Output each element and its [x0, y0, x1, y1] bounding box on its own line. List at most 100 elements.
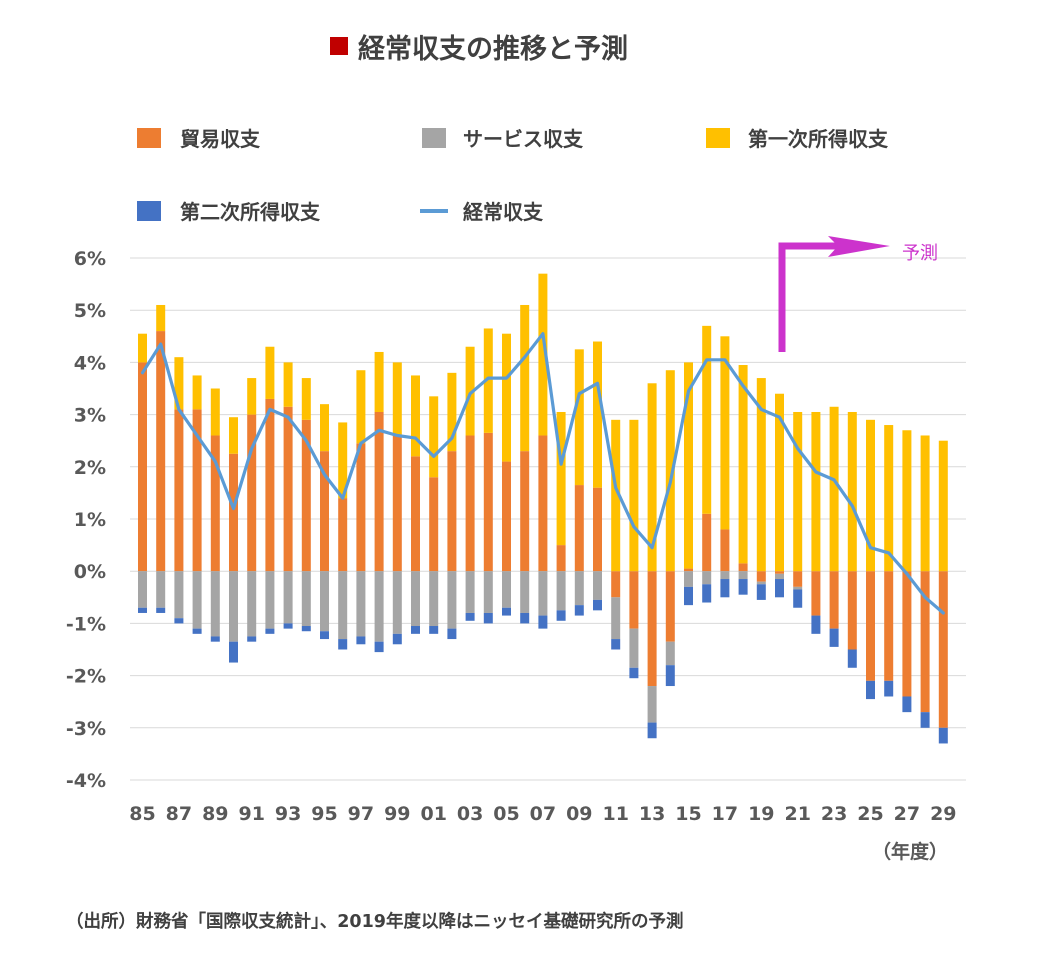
bar-segment [156, 607, 166, 613]
legend-item-current-account: 経常収支 [420, 200, 544, 224]
legend-item-services: サービス収支 [422, 127, 584, 151]
bar-segment [247, 378, 257, 415]
bar-segment [920, 571, 930, 713]
bar-segment [320, 451, 329, 572]
bar-segment [556, 571, 566, 611]
bar-segment [556, 411, 566, 546]
bar-segment [593, 571, 602, 600]
bar-segment [447, 571, 457, 629]
bar-segment [665, 665, 675, 687]
bar-segment [756, 581, 766, 585]
bar-segment [665, 370, 675, 572]
bar-segment [647, 383, 657, 572]
bar-segment [356, 370, 366, 444]
bar-layer [138, 273, 948, 744]
x-tick-label: 25 [857, 803, 883, 825]
bar-segment [229, 417, 238, 454]
bar-segment [611, 419, 621, 572]
bar-segment [629, 628, 639, 668]
bar-segment [356, 636, 366, 645]
bar-segment [556, 610, 566, 621]
bar-segment [884, 680, 894, 697]
bar-segment [684, 568, 693, 572]
legend-item-secondary-income: 第二次所得収支 [137, 200, 321, 224]
legend-label-trade: 貿易収支 [180, 127, 261, 151]
bar-segment [429, 571, 439, 627]
forecast-arrow [778, 242, 858, 352]
bar-segment [720, 579, 730, 598]
bar-segment [574, 349, 584, 486]
bar-segment [866, 419, 875, 572]
legend-swatch-trade [137, 128, 161, 148]
bar-segment [629, 419, 639, 572]
bar-segment [301, 571, 311, 627]
bar-segment [374, 641, 384, 653]
chart-title-group: 経常収支の推移と予測 [330, 33, 628, 65]
legend-label-secondary-income: 第二次所得収支 [180, 200, 321, 224]
bar-segment [392, 633, 402, 645]
x-tick-label: 07 [530, 803, 556, 825]
y-axis-ticks: 6% 5% 4% 3% 2% 1% 0% -1% -2% -3% -4% [66, 248, 106, 792]
bar-segment [320, 404, 329, 452]
bar-segment [247, 414, 257, 572]
bar-segment [283, 406, 293, 572]
x-tick-label: 91 [238, 803, 264, 825]
line-layer [140, 332, 945, 615]
bar-segment [392, 571, 402, 634]
bar-segment [720, 571, 730, 580]
legend-swatch-secondary-income [137, 201, 161, 221]
x-tick-label: 21 [784, 803, 810, 825]
bar-segment [356, 443, 366, 572]
bar-segment [374, 411, 384, 572]
x-tick-label: 15 [675, 803, 701, 825]
bar-segment [138, 607, 147, 613]
y-tick-label: -2% [66, 666, 106, 688]
bar-segment [738, 365, 748, 564]
y-tick-label: 1% [74, 509, 106, 531]
bar-segment [811, 571, 821, 616]
y-tick-label: 4% [74, 352, 106, 374]
bar-segment [283, 362, 293, 407]
bar-segment [374, 571, 384, 642]
y-tick-label: -4% [66, 770, 106, 792]
x-tick-label: 29 [930, 803, 956, 825]
bar-segment [538, 571, 548, 616]
bar-segment [156, 304, 166, 332]
bar-segment [283, 571, 293, 624]
bar-segment [192, 628, 202, 634]
bar-segment [520, 304, 530, 452]
bar-segment [392, 362, 402, 436]
bar-segment [793, 586, 803, 590]
bar-segment [265, 628, 275, 634]
x-tick-label: 99 [384, 803, 410, 825]
bar-segment [192, 409, 202, 572]
bar-segment [210, 571, 220, 637]
x-tick-label: 87 [166, 803, 192, 825]
bar-segment [465, 435, 475, 572]
bar-segment [210, 388, 220, 436]
x-tick-label: 89 [202, 803, 228, 825]
bar-segment [502, 333, 511, 462]
bar-segment [411, 456, 420, 572]
y-tick-label: -1% [66, 613, 106, 635]
bar-segment [829, 571, 839, 629]
bar-segment [684, 362, 693, 569]
bar-segment [884, 425, 894, 572]
bar-segment [465, 346, 475, 436]
bar-segment [411, 626, 420, 634]
legend-item-primary-income: 第一次所得収支 [706, 127, 889, 151]
bar-segment [920, 435, 930, 572]
bar-segment [320, 631, 329, 640]
forecast-label: 予測 [902, 243, 938, 264]
bar-segment [665, 641, 675, 666]
bar-segment [320, 571, 329, 632]
bar-segment [411, 375, 420, 457]
bar-segment [538, 435, 548, 572]
bar-segment [611, 571, 621, 598]
bar-segment [174, 571, 184, 619]
bar-segment [156, 331, 166, 572]
bar-segment [265, 398, 275, 572]
legend-swatch-primary-income [706, 128, 730, 148]
